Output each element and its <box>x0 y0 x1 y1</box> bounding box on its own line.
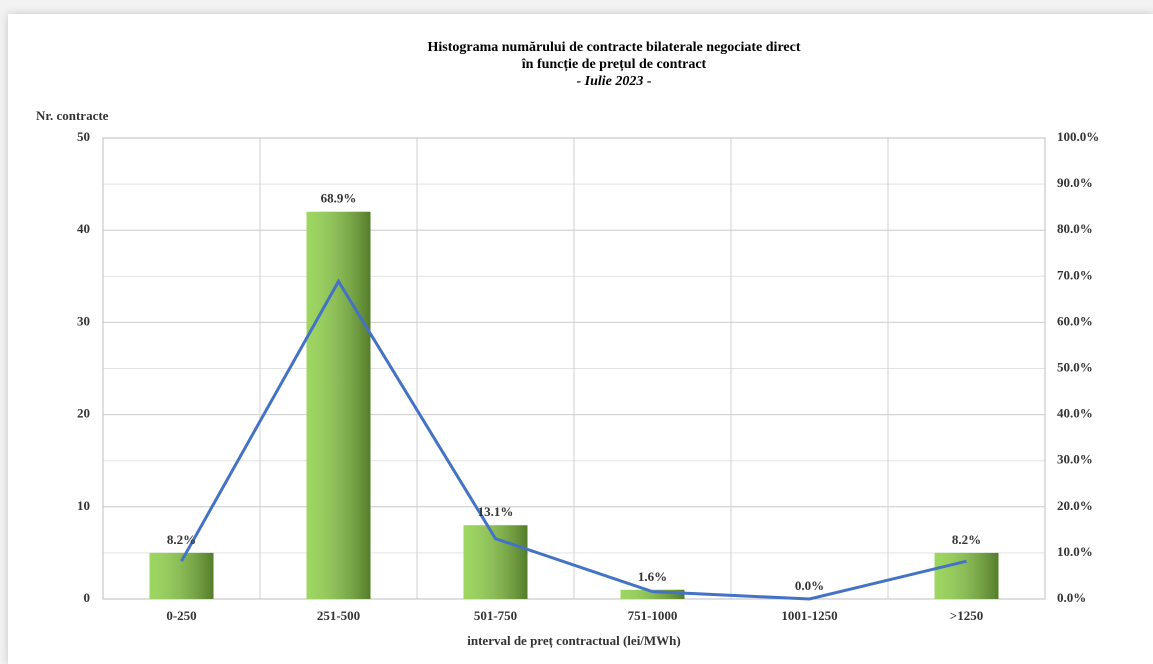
y2-tick-label: 50.0% <box>1057 359 1093 374</box>
bar-shade <box>306 211 371 599</box>
y-tick-label: 0 <box>84 590 91 605</box>
y2-tick-label: 60.0% <box>1057 313 1093 328</box>
y-tick-label: 30 <box>77 313 90 328</box>
y2-tick-label: 0.0% <box>1057 590 1086 605</box>
x-tick-label: 501-750 <box>474 608 517 623</box>
y2-tick-label: 80.0% <box>1057 221 1093 236</box>
x-tick-label: 1001-1250 <box>781 608 837 623</box>
data-label: 8.2% <box>167 532 196 547</box>
y2-tick-label: 100.0% <box>1057 129 1099 144</box>
x-tick-label: 251-500 <box>317 608 360 623</box>
y-axis-label: Nr. contracte <box>36 108 109 123</box>
y2-tick-label: 10.0% <box>1057 544 1093 559</box>
data-label: 13.1% <box>478 504 514 519</box>
chart-title: în funcție de prețul de contract <box>521 57 707 72</box>
y2-tick-label: 90.0% <box>1057 175 1093 190</box>
bar-shade <box>934 552 999 599</box>
x-tick-label: 0-250 <box>166 608 196 623</box>
y-tick-label: 20 <box>77 406 90 421</box>
line <box>180 278 967 601</box>
data-label: 68.9% <box>321 191 357 206</box>
y-tick-label: 50 <box>77 129 90 144</box>
x-tick-label: 751-1000 <box>628 608 678 623</box>
x-axis-label: interval de preț contractual (lei/MWh) <box>467 633 681 649</box>
data-label: 1.6% <box>638 569 667 584</box>
chart-title: Histograma numărului de contracte bilate… <box>428 40 801 55</box>
plot-frame <box>102 137 1046 600</box>
bar-shade <box>620 589 685 599</box>
y-tick-label: 40 <box>77 221 90 236</box>
x-tick-label: >1250 <box>950 608 983 623</box>
y-tick-label: 10 <box>77 498 90 513</box>
y2-tick-label: 30.0% <box>1057 452 1093 467</box>
y2-tick-label: 70.0% <box>1057 267 1093 282</box>
y2-tick-label: 40.0% <box>1057 406 1093 421</box>
data-label: 0.0% <box>795 578 824 593</box>
y2-tick-label: 20.0% <box>1057 498 1093 513</box>
data-label: 8.2% <box>952 532 981 547</box>
chart-title: - Iulie 2023 - <box>576 74 651 89</box>
